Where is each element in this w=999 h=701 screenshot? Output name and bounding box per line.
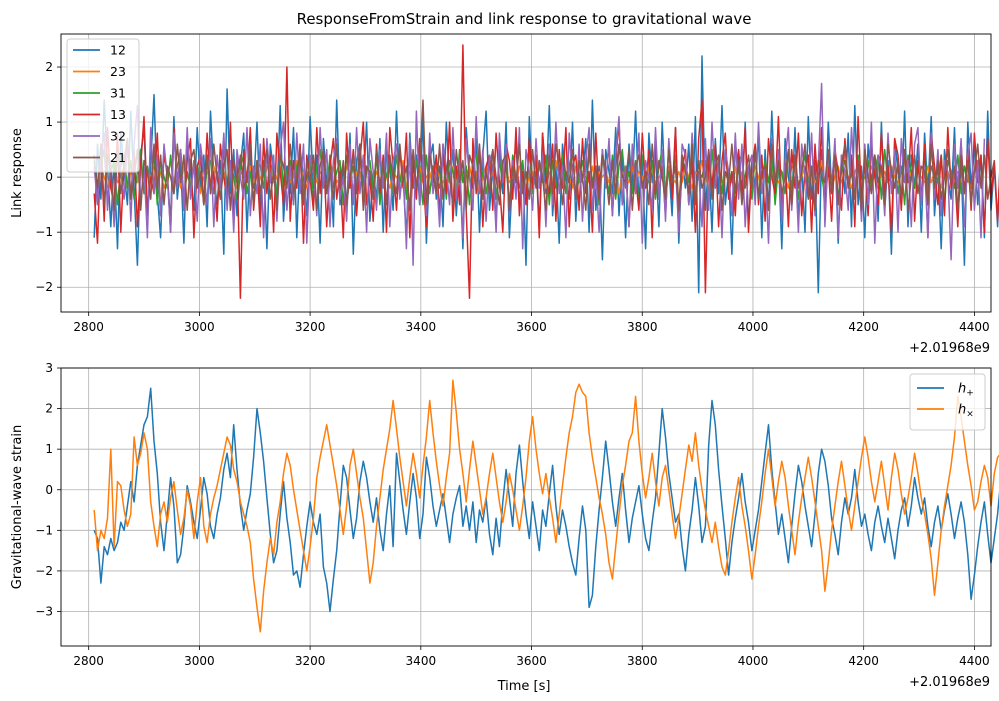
legend-label: 21 [110,150,126,165]
x-tick-label: 4000 [738,654,769,668]
series-line-21 [93,99,996,211]
x-tick-label: 4200 [848,320,879,334]
legend-bottom: h+h× [909,373,986,431]
x-tick-label: 2800 [73,654,104,668]
x-tick-label: 4000 [738,320,769,334]
y-tick-label: 3 [45,361,53,375]
x-tick-label: 4400 [959,654,990,668]
legend-label-base: h [958,382,966,397]
x-tick-label: 3200 [295,654,326,668]
x-offset-label-top: +2.01968e9 [909,341,990,356]
y-axis-label-top: Link response [10,128,25,218]
x-axis-label-bottom: Time [s] [497,679,551,694]
x-tick-label: 3600 [516,654,547,668]
x-tick-label: 4400 [959,320,990,334]
legend-items-top: 12 23 31 13 32 21 [73,43,126,165]
series-line-hₓ [93,379,999,633]
y-tick-label: −2 [35,280,53,294]
series-lines-bottom [93,379,999,633]
y-tick-label: 1 [45,442,53,456]
y-tick-label: −3 [35,605,53,619]
x-tick-label: 3400 [406,320,437,334]
y-tick-label: 2 [45,60,53,74]
grid-bottom [61,367,991,646]
x-tick-label: 2800 [73,320,104,334]
x-tick-label: 3800 [627,320,658,334]
x-tick-label: 3400 [406,654,437,668]
x-tick-label: 4200 [848,654,879,668]
x-tick-label: 3600 [516,320,547,334]
series-line-h₊ [93,387,999,613]
plot-frame-bottom [60,367,992,647]
x-tick-label: 3000 [184,654,215,668]
y-axis-top: −2 −1 0 1 2 [35,60,61,294]
legend-label: h+ [958,382,974,399]
legend-label: 31 [110,86,126,101]
x-offset-label-bottom: +2.01968e9 [909,675,990,690]
series-lines-top [93,44,999,299]
legend-items-bottom: h+h× [917,382,974,420]
legend-label: 23 [110,64,126,79]
legend-label-subscript: + [966,389,974,399]
y-tick-label: 1 [45,115,53,129]
y-axis-label-bottom: Gravitational-wave strain [10,425,25,589]
legend-label-subscript: × [966,410,974,420]
plot-frame-top [60,33,992,313]
x-axis-bottom: 2800 3000 3200 3400 3600 3800 4000 4200 4400 [73,646,990,668]
y-tick-label: −2 [35,564,53,578]
y-axis-bottom: −3 −2 −1 0 1 2 3 [35,361,61,619]
legend-top: 12 23 31 13 32 21 [66,38,140,173]
x-tick-label: 3000 [184,320,215,334]
x-tick-label: 3800 [627,654,658,668]
x-tick-label: 3200 [295,320,326,334]
legend-label-base: h [958,403,966,418]
legend-box-top [66,38,140,173]
panel-gw-strain: 2800 3000 3200 3400 3600 3800 4000 4200 4400 −3−… [10,361,999,694]
y-tick-label: −1 [35,225,53,239]
y-tick-label: 0 [45,483,53,497]
panel-link-response: ResponseFromStrain and link response to … [10,10,999,356]
legend-label: 12 [110,43,126,58]
legend-box-bottom [909,373,986,431]
y-tick-label: 2 [45,402,53,416]
y-tick-label: −1 [35,523,53,537]
y-tick-label: 0 [45,170,53,184]
legend-label: h× [958,403,974,420]
x-axis-top: 2800 3000 3200 3400 3600 3800 4000 4200 4400 [73,312,990,334]
legend-label: 13 [110,107,126,122]
legend-label: 32 [110,129,126,144]
chart-title: ResponseFromStrain and link response to … [297,10,752,28]
